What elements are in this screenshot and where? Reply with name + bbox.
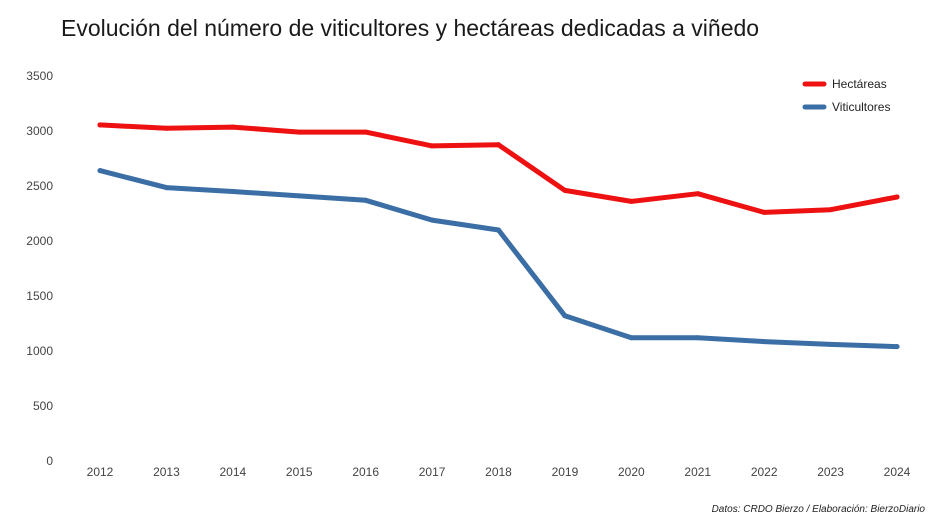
data-point (296, 129, 302, 135)
series-lines (97, 122, 900, 350)
data-point (163, 125, 169, 131)
series-line-hect-reas (97, 122, 900, 215)
data-point (761, 209, 767, 215)
x-axis-ticks: 2012 2013 2014 2015 2016 2017 2018 2019 2020 2021… (87, 465, 911, 479)
legend-label: Hectáreas (832, 77, 887, 91)
x-tick-label: 2023 (817, 465, 844, 479)
x-tick-label: 2016 (352, 465, 379, 479)
data-point (695, 335, 701, 341)
data-point (894, 194, 900, 200)
data-point (562, 313, 568, 319)
data-point (496, 142, 501, 148)
x-tick-label: 2017 (419, 465, 446, 479)
data-point (828, 207, 834, 213)
y-tick-label: 3500 (26, 69, 53, 83)
data-point (97, 168, 103, 174)
y-tick-label: 2000 (26, 234, 53, 248)
x-tick-label: 2022 (751, 465, 778, 479)
chart-title: Evolución del número de viticultores y h… (61, 15, 760, 41)
data-point (296, 193, 302, 199)
x-tick-label: 2020 (618, 465, 645, 479)
data-point (363, 129, 369, 135)
chart-legend: Hectáreas Viticultores (802, 77, 890, 114)
data-point (761, 339, 767, 345)
data-point (363, 197, 369, 203)
data-point (695, 191, 701, 197)
y-tick-label: 0 (46, 454, 53, 468)
data-point (230, 189, 236, 194)
data-point (496, 227, 501, 233)
x-tick-label: 2012 (87, 465, 114, 479)
y-axis-ticks: 0 500 1000 1500 2000 2500 3000 3500 (26, 69, 53, 468)
data-point (894, 344, 900, 350)
y-tick-label: 1000 (26, 344, 53, 358)
y-tick-label: 500 (33, 399, 53, 413)
x-tick-label: 2019 (552, 465, 579, 479)
data-point (628, 198, 634, 204)
x-tick-label: 2015 (286, 465, 313, 479)
y-tick-label: 1500 (26, 289, 53, 303)
x-tick-label: 2021 (684, 465, 711, 479)
data-point (97, 122, 103, 128)
data-point (628, 335, 634, 341)
y-tick-label: 3000 (26, 124, 53, 138)
data-point (429, 217, 435, 223)
x-tick-label: 2018 (485, 465, 512, 479)
data-point (163, 185, 169, 191)
x-tick-label: 2013 (153, 465, 180, 479)
x-tick-label: 2014 (219, 465, 246, 479)
data-point (562, 187, 568, 193)
y-tick-label: 2500 (26, 179, 53, 193)
legend-label: Viticultores (832, 100, 890, 114)
data-point (828, 341, 834, 347)
data-point (230, 124, 236, 130)
x-tick-label: 2024 (884, 465, 911, 479)
data-point (429, 143, 435, 149)
source-note: Datos: CRDO Bierzo / Elaboración: Bierzo… (711, 504, 925, 515)
series-line-viticultores (97, 168, 900, 350)
